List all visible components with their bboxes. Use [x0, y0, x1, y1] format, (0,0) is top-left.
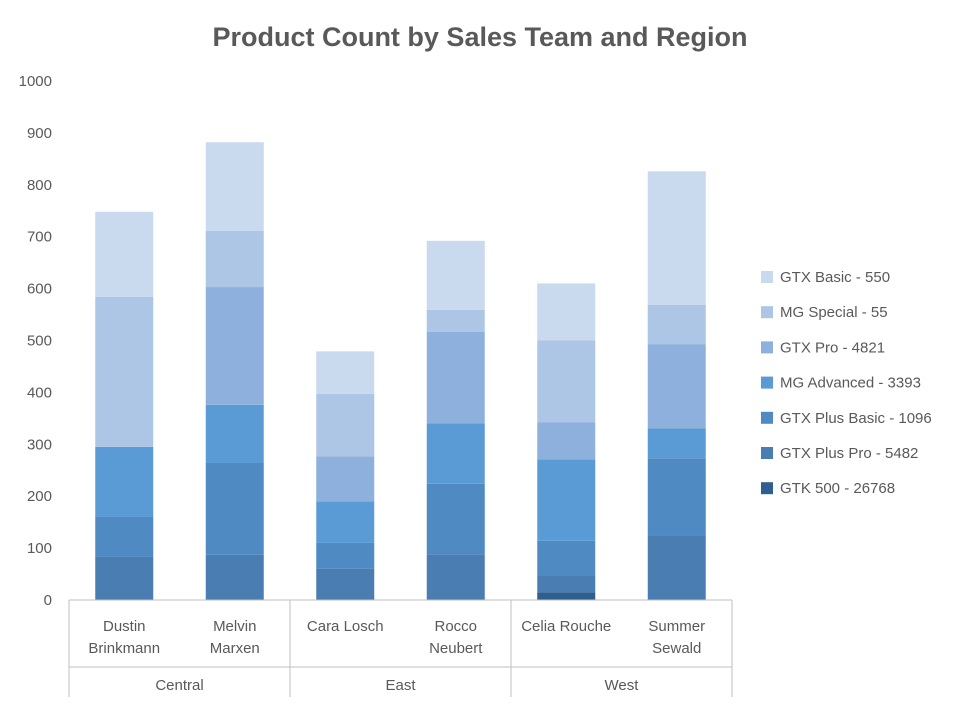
legend-swatch [761, 411, 773, 424]
legend-swatch [761, 376, 773, 389]
bar-segment [426, 554, 485, 600]
legend: GTX Basic - 550 MG Special - 55 GTX Pro - … [761, 269, 932, 497]
legend-label: MG Special - 55 [780, 304, 888, 321]
bars-layer [95, 142, 706, 600]
bar-segment [205, 142, 264, 231]
bar-segment [95, 446, 154, 517]
bar-segment [316, 393, 375, 457]
y-tick-label: 0 [44, 592, 52, 609]
category-label: Summer [648, 618, 705, 635]
bar-segment [537, 283, 596, 341]
bar-segment [205, 230, 264, 288]
bar-segment [537, 422, 596, 460]
legend-label: GTX Basic - 550 [780, 269, 890, 286]
category-label: Celia Rouche [521, 618, 611, 635]
bar-segment [426, 483, 485, 555]
bar-segment [316, 351, 375, 394]
legend-label: GTK 500 - 26768 [780, 480, 895, 497]
bar-segment [205, 462, 264, 555]
bar-segment [537, 575, 596, 593]
bar-segment [95, 516, 154, 557]
legend-label: GTX Plus Pro - 5482 [780, 445, 918, 462]
bar-segment [647, 171, 706, 305]
y-tick-label: 100 [27, 540, 52, 557]
bar-segment [316, 568, 375, 600]
bar-segment [647, 458, 706, 536]
chart-title: Product Count by Sales Team and Region [212, 22, 747, 52]
bar-segment [537, 340, 596, 423]
group-label: West [605, 677, 640, 694]
y-tick-label: 700 [27, 229, 52, 246]
bar-segment [647, 535, 706, 600]
group-label: Central [155, 677, 203, 694]
category-label: Melvin [213, 618, 256, 635]
legend-label: MG Advanced - 3393 [780, 375, 921, 392]
y-tick-label: 900 [27, 125, 52, 142]
legend-label: GTX Pro - 4821 [780, 339, 885, 356]
bar-segment [426, 331, 485, 424]
bar-segment [647, 428, 706, 459]
legend-swatch [761, 341, 773, 354]
bar-segment [426, 240, 485, 310]
x-axis: Dustin Brinkmann Melvin Marxen Cara Losch Roc… [68, 599, 733, 697]
y-tick-label: 600 [27, 281, 52, 298]
legend-swatch [761, 271, 773, 283]
bar-segment [316, 501, 375, 543]
bar-segment [95, 556, 154, 600]
bar-segment [426, 423, 485, 484]
bar-segment [537, 540, 596, 576]
bar-segment [205, 554, 264, 600]
bar-segment [95, 211, 154, 297]
bar-segment [537, 592, 596, 600]
bar-segment [205, 287, 264, 405]
y-tick-label: 400 [27, 384, 52, 401]
category-label: Rocco [434, 618, 477, 635]
bar-segment [316, 542, 375, 569]
legend-label: GTX Plus Basic - 1096 [780, 410, 932, 427]
bar-segment [316, 456, 375, 502]
bar-segment [95, 296, 154, 447]
legend-swatch [761, 482, 773, 495]
legend-swatch [761, 306, 773, 319]
y-tick-label: 300 [27, 436, 52, 453]
bar-segment [647, 304, 706, 345]
category-label: Dustin [103, 618, 146, 635]
y-tick-label: 200 [27, 488, 52, 505]
legend-swatch [761, 447, 773, 459]
y-tick-label: 1000 [19, 73, 52, 90]
y-axis-ticks: 0 100 200 300 400 500 600 700 800 900 1000 [19, 73, 52, 609]
bar-segment [205, 404, 264, 463]
category-label: Marxen [210, 640, 260, 657]
category-label: Cara Losch [307, 618, 384, 635]
bar-segment [426, 309, 485, 332]
category-label: Sewald [652, 640, 701, 657]
y-tick-label: 500 [27, 333, 52, 350]
y-tick-label: 800 [27, 177, 52, 194]
bar-segment [537, 459, 596, 541]
category-label: Neubert [429, 640, 483, 657]
bar-segment [647, 344, 706, 429]
category-label: Brinkmann [88, 640, 160, 657]
group-label: East [385, 677, 416, 694]
